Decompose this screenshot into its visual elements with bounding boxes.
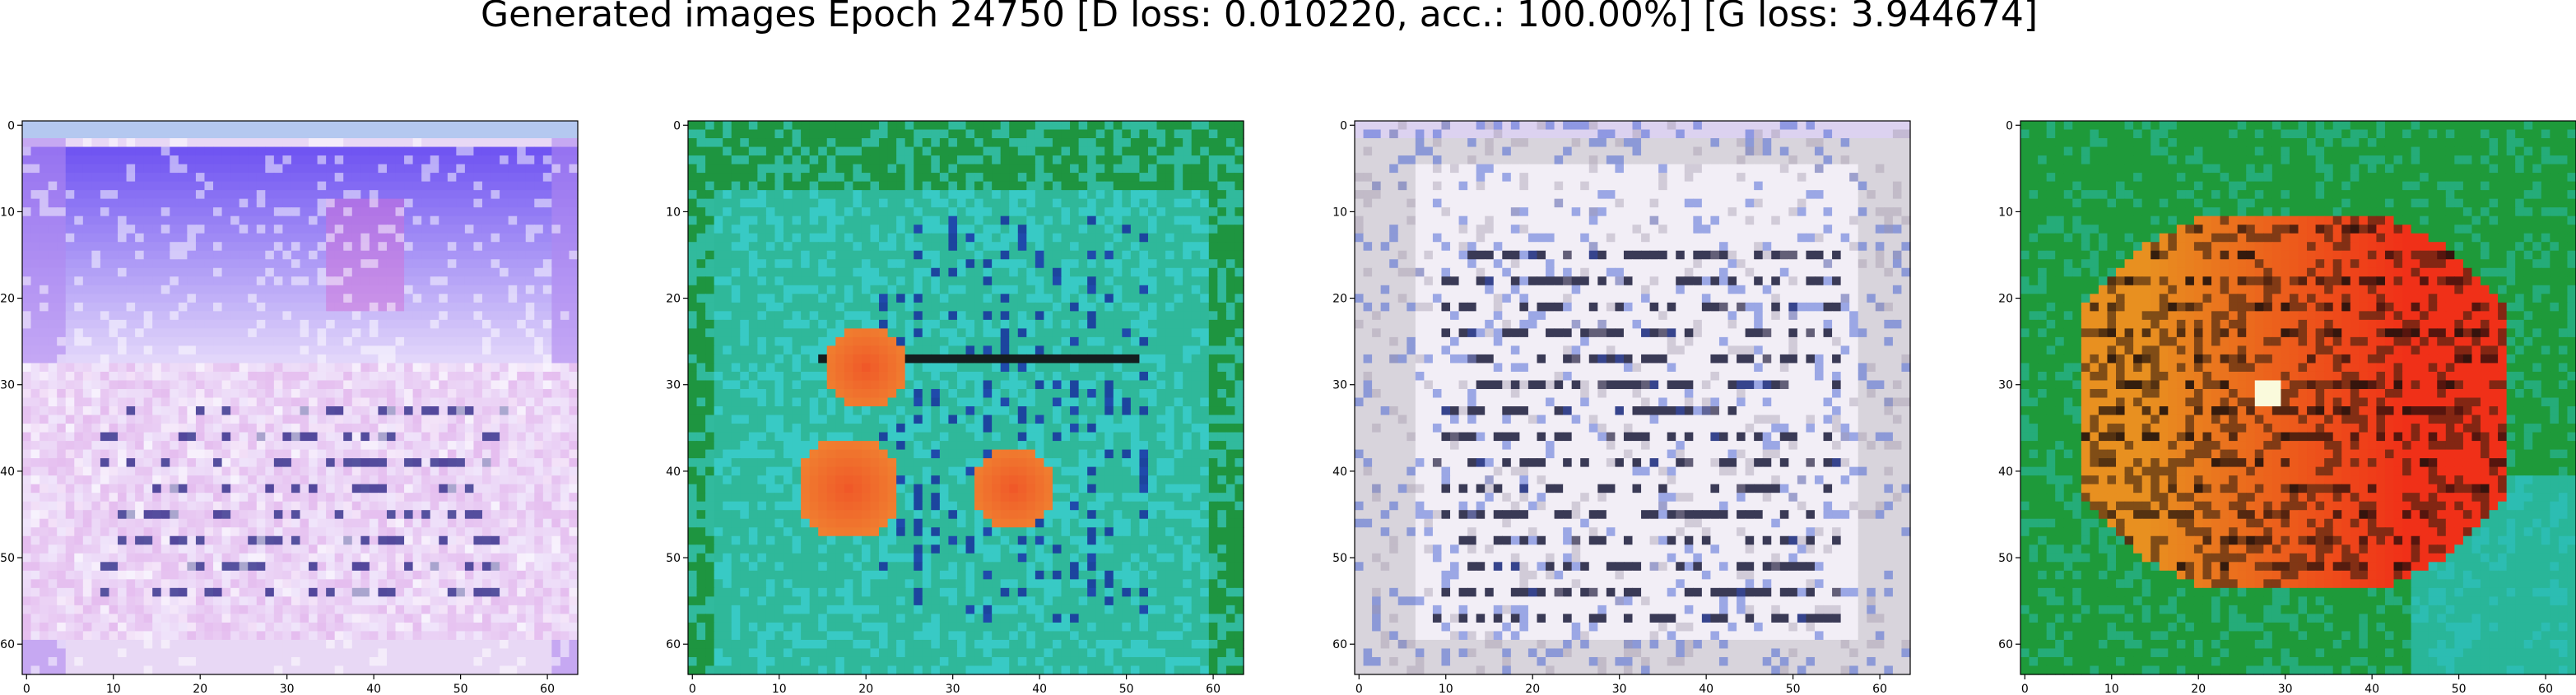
x-tick-label: 50 — [1119, 683, 1134, 695]
x-tick-label: 30 — [2278, 683, 2293, 695]
y-tick-label: 10 — [1332, 206, 1347, 219]
y-tick-label: 20 — [1998, 293, 2013, 306]
y-tick-label: 50 — [666, 552, 681, 565]
x-tick-label: 60 — [2538, 683, 2553, 695]
y-tick-label: 0 — [2006, 119, 2013, 132]
y-tick-label: 60 — [1332, 638, 1347, 651]
y-tick-label: 60 — [666, 638, 681, 651]
x-tick-label: 50 — [2452, 683, 2467, 695]
x-tick-label: 60 — [1206, 683, 1221, 695]
y-tick-label: 0 — [7, 119, 15, 132]
x-tick-label: 30 — [1612, 683, 1627, 695]
y-tick-label: 30 — [1998, 379, 2013, 392]
generated-image-3 — [1355, 121, 1911, 675]
x-tick-label: 10 — [106, 683, 121, 695]
generated-image-4 — [2020, 121, 2576, 675]
x-tick-label: 20 — [193, 683, 207, 695]
y-tick-label: 0 — [673, 119, 681, 132]
y-tick-label: 50 — [0, 552, 15, 565]
x-tick-label: 40 — [2364, 683, 2379, 695]
x-tick-label: 0 — [689, 683, 696, 695]
x-tick-label: 50 — [1786, 683, 1801, 695]
x-tick-label: 40 — [1032, 683, 1047, 695]
x-tick-label: 20 — [858, 683, 873, 695]
x-tick-label: 20 — [1525, 683, 1540, 695]
x-tick-label: 0 — [23, 683, 30, 695]
x-tick-label: 20 — [2191, 683, 2206, 695]
x-tick-label: 60 — [1872, 683, 1887, 695]
y-tick-label: 60 — [1998, 638, 2013, 651]
y-tick-label: 10 — [0, 206, 15, 219]
y-tick-label: 40 — [1332, 466, 1347, 479]
y-tick-label: 40 — [666, 466, 681, 479]
y-tick-label: 30 — [0, 379, 15, 392]
generated-image-1 — [22, 121, 579, 675]
y-tick-label: 40 — [0, 466, 15, 479]
y-tick-label: 40 — [1998, 466, 2013, 479]
x-tick-label: 10 — [1439, 683, 1453, 695]
x-tick-label: 50 — [453, 683, 468, 695]
x-tick-label: 0 — [1355, 683, 1363, 695]
x-tick-label: 30 — [946, 683, 960, 695]
x-tick-label: 40 — [366, 683, 381, 695]
generated-image-2 — [688, 121, 1244, 675]
x-tick-label: 40 — [1699, 683, 1713, 695]
y-tick-label: 10 — [1998, 206, 2013, 219]
x-tick-label: 30 — [280, 683, 295, 695]
x-tick-label: 60 — [540, 683, 555, 695]
y-tick-label: 20 — [666, 293, 681, 306]
figure-title: Generated images Epoch 24750 [D loss: 0.… — [481, 0, 2038, 35]
x-tick-label: 0 — [2021, 683, 2029, 695]
image-panel-4: 0 10 20 30 40 50 60 0 10 20 30 40 50 60 — [1998, 119, 2576, 695]
x-tick-label: 10 — [2104, 683, 2119, 695]
y-tick-label: 20 — [0, 293, 15, 306]
y-tick-label: 60 — [0, 638, 15, 651]
y-tick-label: 10 — [666, 206, 681, 219]
y-tick-label: 30 — [1332, 379, 1347, 392]
y-tick-label: 50 — [1998, 552, 2013, 565]
image-panel-3: 0 10 20 30 40 50 60 0 10 20 30 40 50 60 — [1332, 119, 1910, 695]
y-tick-label: 20 — [1332, 293, 1347, 306]
x-tick-label: 10 — [772, 683, 787, 695]
y-tick-label: 50 — [1332, 552, 1347, 565]
image-panel-2: 0 10 20 30 40 50 60 0 10 20 30 40 50 60 — [666, 119, 1244, 695]
y-tick-label: 30 — [666, 379, 681, 392]
image-panel-1: 0 10 20 30 40 50 60 0 10 20 30 40 50 60 — [0, 119, 578, 695]
y-tick-label: 0 — [1340, 119, 1347, 132]
